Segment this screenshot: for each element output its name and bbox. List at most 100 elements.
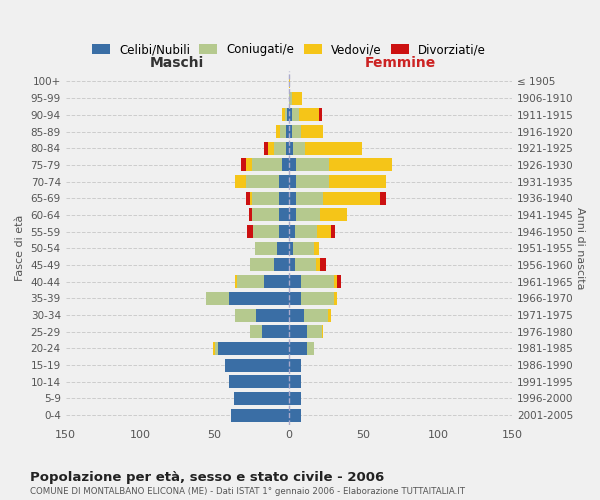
- Bar: [280, 125, 286, 138]
- Bar: [289, 225, 295, 238]
- Bar: [292, 92, 302, 104]
- Bar: [252, 192, 278, 204]
- Bar: [274, 258, 289, 272]
- Bar: [296, 192, 323, 204]
- Bar: [255, 242, 277, 255]
- Bar: [206, 292, 229, 305]
- Bar: [289, 258, 295, 272]
- Bar: [301, 292, 334, 305]
- Bar: [293, 242, 314, 255]
- Y-axis label: Anni di nascita: Anni di nascita: [575, 207, 585, 290]
- Text: COMUNE DI MONTALBANO ELICONA (ME) - Dati ISTAT 1° gennaio 2006 - Elaborazione TU: COMUNE DI MONTALBANO ELICONA (ME) - Dati…: [30, 486, 465, 496]
- Bar: [289, 142, 293, 154]
- Bar: [289, 408, 301, 422]
- Bar: [320, 208, 347, 222]
- Bar: [237, 275, 263, 288]
- Bar: [329, 158, 392, 172]
- Bar: [317, 225, 331, 238]
- Bar: [295, 258, 316, 272]
- Bar: [296, 158, 329, 172]
- Bar: [307, 325, 322, 338]
- Bar: [301, 275, 334, 288]
- Bar: [304, 308, 328, 322]
- Bar: [289, 376, 301, 388]
- Bar: [229, 376, 289, 388]
- Bar: [289, 158, 296, 172]
- Bar: [263, 275, 289, 288]
- Bar: [246, 158, 252, 172]
- Bar: [287, 108, 289, 122]
- Bar: [278, 175, 289, 188]
- Bar: [289, 325, 307, 338]
- Bar: [252, 158, 281, 172]
- Bar: [307, 342, 314, 355]
- Bar: [289, 125, 292, 138]
- Bar: [329, 175, 386, 188]
- Bar: [286, 125, 289, 138]
- Bar: [289, 108, 292, 122]
- Bar: [215, 342, 218, 355]
- Bar: [296, 208, 320, 222]
- Bar: [319, 108, 322, 122]
- Bar: [275, 125, 280, 138]
- Bar: [289, 342, 307, 355]
- Bar: [281, 108, 284, 122]
- Bar: [284, 108, 287, 122]
- Bar: [328, 308, 331, 322]
- Text: Popolazione per età, sesso e stato civile - 2006: Popolazione per età, sesso e stato civil…: [30, 471, 384, 484]
- Bar: [331, 225, 335, 238]
- Bar: [337, 275, 341, 288]
- Bar: [218, 342, 289, 355]
- Bar: [296, 175, 329, 188]
- Bar: [292, 108, 299, 122]
- Bar: [314, 242, 319, 255]
- Bar: [289, 275, 301, 288]
- Bar: [316, 258, 320, 272]
- Text: Femmine: Femmine: [365, 56, 436, 70]
- Bar: [229, 292, 289, 305]
- Bar: [320, 258, 326, 272]
- Bar: [213, 342, 215, 355]
- Bar: [278, 225, 289, 238]
- Bar: [293, 142, 305, 154]
- Text: Maschi: Maschi: [150, 56, 205, 70]
- Bar: [301, 125, 323, 138]
- Bar: [380, 192, 386, 204]
- Bar: [250, 325, 262, 338]
- Bar: [281, 158, 289, 172]
- Bar: [278, 192, 289, 204]
- Bar: [289, 392, 301, 405]
- Bar: [250, 192, 252, 204]
- Bar: [263, 142, 268, 154]
- Bar: [334, 275, 337, 288]
- Bar: [252, 208, 278, 222]
- Bar: [292, 125, 301, 138]
- Bar: [235, 308, 256, 322]
- Bar: [322, 325, 323, 338]
- Y-axis label: Fasce di età: Fasce di età: [15, 215, 25, 282]
- Bar: [231, 408, 289, 422]
- Bar: [289, 242, 293, 255]
- Bar: [246, 175, 278, 188]
- Bar: [241, 158, 246, 172]
- Legend: Celibi/Nubili, Coniugati/e, Vedovi/e, Divorziati/e: Celibi/Nubili, Coniugati/e, Vedovi/e, Di…: [87, 38, 491, 61]
- Bar: [334, 292, 337, 305]
- Bar: [289, 308, 304, 322]
- Bar: [289, 192, 296, 204]
- Bar: [274, 142, 286, 154]
- Bar: [268, 142, 274, 154]
- Bar: [249, 208, 252, 222]
- Bar: [256, 308, 289, 322]
- Bar: [250, 258, 274, 272]
- Bar: [262, 325, 289, 338]
- Bar: [323, 192, 380, 204]
- Bar: [305, 142, 362, 154]
- Bar: [286, 142, 289, 154]
- Bar: [295, 225, 317, 238]
- Bar: [278, 208, 289, 222]
- Bar: [289, 208, 296, 222]
- Bar: [235, 175, 246, 188]
- Bar: [299, 108, 319, 122]
- Bar: [277, 242, 289, 255]
- Bar: [246, 192, 250, 204]
